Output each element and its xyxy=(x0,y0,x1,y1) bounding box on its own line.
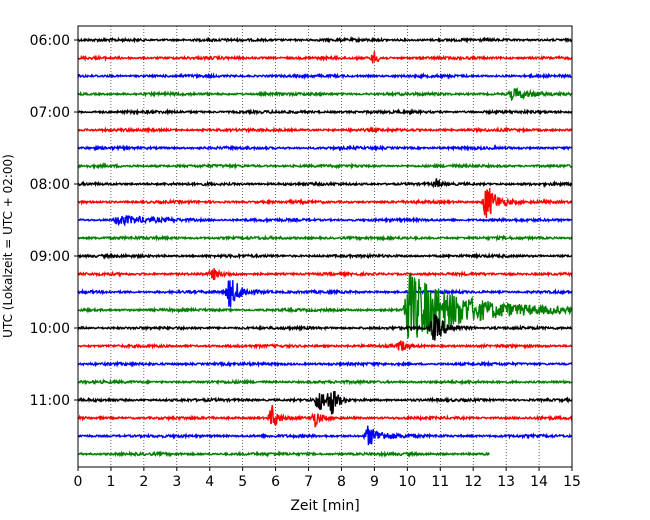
x-axis-title: Zeit [min] xyxy=(290,498,359,514)
seismic-trace xyxy=(77,162,573,170)
seismic-trace xyxy=(77,143,573,152)
x-tick-label: 4 xyxy=(205,474,214,490)
y-tick-label: 07:00 xyxy=(30,105,70,121)
seismic-trace xyxy=(77,86,573,102)
x-tick-label: 10 xyxy=(398,474,416,490)
x-tick-label: 15 xyxy=(563,474,581,490)
seismic-trace xyxy=(77,107,573,116)
y-axis-ticks: 06:00 07:00 08:00 09:00 10:00 11:00 xyxy=(30,33,78,409)
seismic-trace xyxy=(77,280,573,308)
y-tick-label: 10:00 xyxy=(30,321,70,337)
x-tick-label: 11 xyxy=(431,474,449,490)
seismic-trace xyxy=(77,378,573,387)
y-tick-label: 09:00 xyxy=(30,249,70,265)
y-axis-title: UTC (Lokalzeit = UTC + 02:00) xyxy=(1,154,15,338)
x-tick-label: 2 xyxy=(139,474,148,490)
x-tick-label: 5 xyxy=(238,474,247,490)
x-tick-label: 1 xyxy=(106,474,115,490)
seismic-trace xyxy=(77,404,573,428)
seismic-trace xyxy=(77,215,573,227)
seismic-trace xyxy=(77,340,573,351)
x-tick-label: 8 xyxy=(337,474,346,490)
seismic-trace xyxy=(77,36,573,44)
seismic-trace xyxy=(77,390,573,415)
seismic-trace xyxy=(77,51,573,64)
seismic-trace xyxy=(77,360,573,368)
seismic-trace xyxy=(77,450,490,458)
trace-layer xyxy=(77,36,573,458)
seismic-trace xyxy=(77,125,573,134)
plot-frame xyxy=(77,25,573,468)
seismic-trace xyxy=(77,251,573,261)
seismic-trace xyxy=(77,178,573,189)
y-tick-label: 08:00 xyxy=(30,177,70,193)
seismic-trace xyxy=(77,72,573,81)
x-tick-label: 7 xyxy=(304,474,313,490)
seismic-trace xyxy=(77,268,573,281)
y-tick-label: 11:00 xyxy=(30,393,70,409)
x-tick-label: 3 xyxy=(172,474,181,490)
x-tick-label: 13 xyxy=(497,474,515,490)
x-tick-label: 12 xyxy=(464,474,482,490)
y-tick-label: 06:00 xyxy=(30,33,70,49)
seismic-trace xyxy=(77,313,573,341)
seismic-trace xyxy=(77,273,573,339)
x-tick-label: 14 xyxy=(530,474,548,490)
seismic-trace xyxy=(77,187,573,218)
x-tick-label: 9 xyxy=(370,474,379,490)
seismic-trace xyxy=(77,233,573,242)
x-tick-label: 6 xyxy=(271,474,280,490)
x-axis-ticks: 0 1 2 3 4 5 6 7 8 9 10 11 12 13 14 15 xyxy=(74,467,581,490)
seismic-trace xyxy=(77,425,573,446)
x-tick-label: 0 xyxy=(74,474,83,490)
